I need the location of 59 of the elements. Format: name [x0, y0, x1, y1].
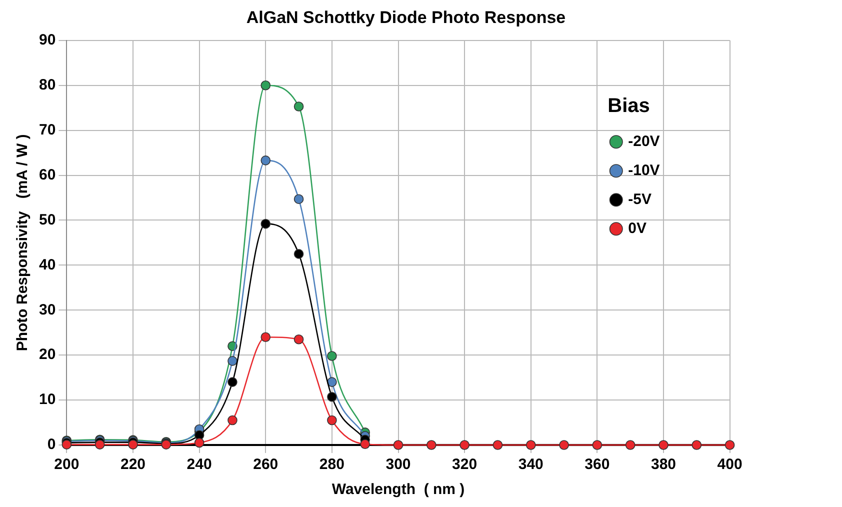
legend-label: 0V	[628, 220, 646, 238]
x-tick-label: 340	[518, 456, 544, 474]
point	[724, 440, 735, 450]
legend-title: Bias	[608, 94, 650, 117]
point	[327, 377, 337, 387]
x-axis-title: Wavelength ( nm )	[332, 481, 465, 498]
y-tick-label: 30	[38, 301, 56, 318]
point	[228, 377, 238, 387]
point	[327, 415, 337, 426]
legend-label: -5V	[628, 191, 652, 208]
point	[327, 392, 337, 402]
point	[559, 440, 569, 450]
x-tick-label: 260	[253, 456, 278, 474]
y-tick-label: 40	[38, 256, 56, 274]
point	[294, 334, 304, 344]
point	[658, 440, 668, 450]
y-tick-label: 80	[38, 76, 56, 94]
y-tick-label: 90	[38, 32, 56, 49]
point	[492, 440, 503, 450]
point	[393, 440, 404, 450]
point	[526, 440, 536, 450]
point	[327, 351, 337, 361]
point	[260, 218, 271, 229]
y-tick-label: 10	[38, 391, 56, 408]
chart-title: AlGaN Schottky Diode Photo Response	[246, 8, 566, 27]
x-tick-label: 200	[54, 456, 80, 474]
x-tick-label: 360	[584, 456, 610, 474]
legend-label: -10V	[628, 162, 660, 180]
x-tick-label: 240	[186, 456, 212, 474]
x-tick-label: 320	[452, 456, 478, 474]
point	[260, 80, 271, 90]
point	[228, 356, 238, 366]
point	[360, 439, 370, 449]
point	[294, 102, 304, 112]
point	[94, 440, 105, 450]
y-tick-label: 20	[38, 346, 56, 364]
x-tick-label: 300	[386, 456, 411, 474]
y-tick-label: 60	[38, 166, 56, 184]
point	[260, 332, 271, 342]
point	[625, 440, 636, 450]
point	[294, 194, 304, 204]
point	[426, 440, 436, 450]
y-tick-label: 0	[47, 436, 56, 454]
x-tick-label: 280	[319, 456, 344, 474]
point	[592, 440, 602, 450]
legend-label: -20V	[628, 133, 660, 150]
x-tick-label: 400	[717, 456, 742, 474]
y-tick-label: 50	[38, 211, 56, 228]
point	[692, 440, 702, 450]
y-axis-title: Photo Responsivity (mA / W )	[14, 134, 32, 352]
point	[128, 440, 138, 450]
x-tick-label: 380	[650, 456, 676, 474]
point	[260, 156, 271, 166]
x-tick-label: 220	[120, 456, 146, 474]
point	[228, 415, 238, 426]
y-tick-label: 70	[38, 121, 56, 138]
point	[194, 438, 204, 448]
point	[460, 440, 470, 450]
point	[294, 249, 304, 259]
